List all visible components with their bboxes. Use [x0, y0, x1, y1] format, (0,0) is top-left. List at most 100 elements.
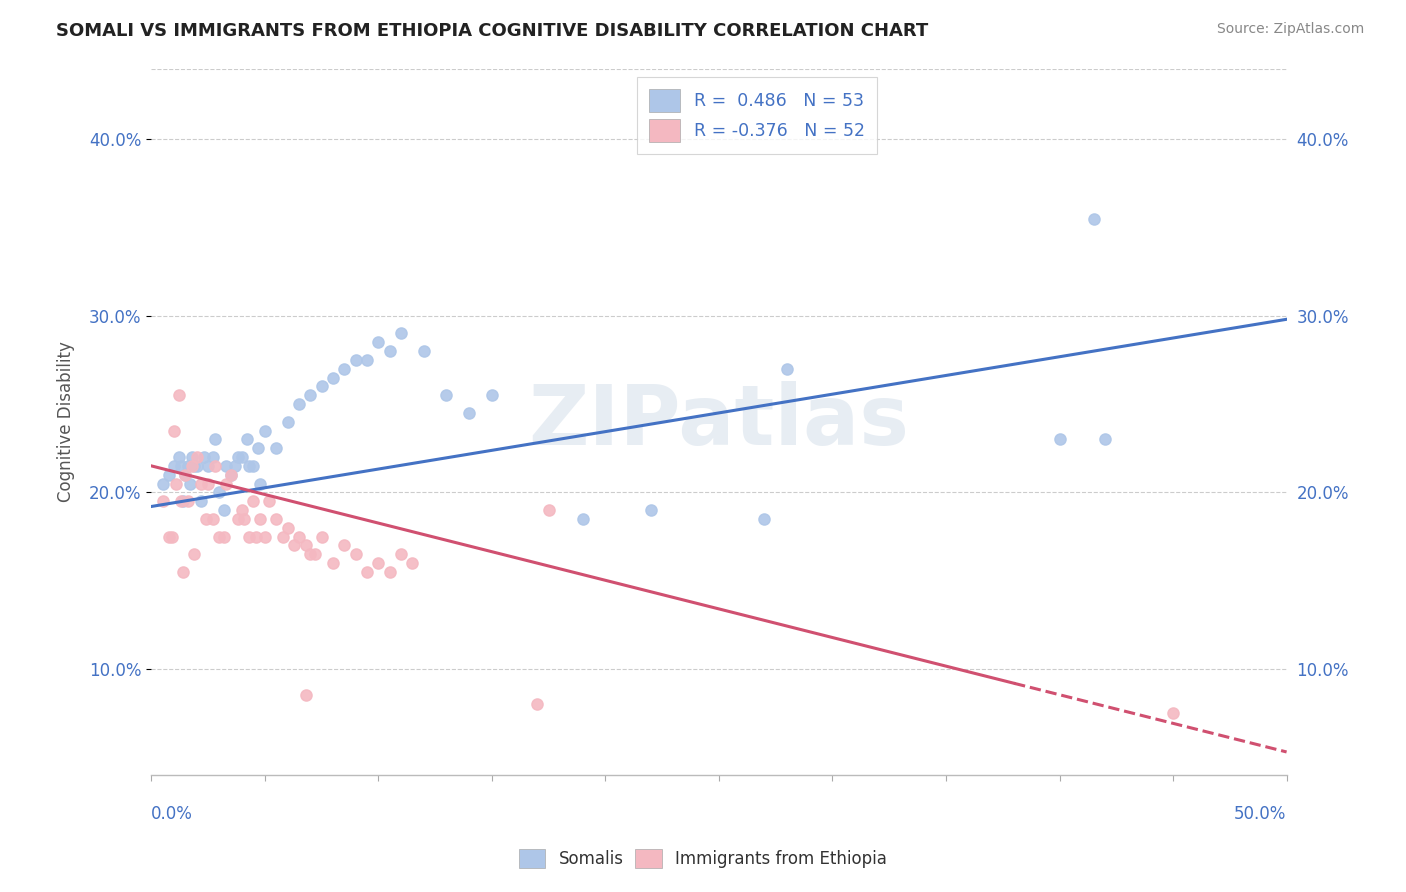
Point	[226, 512, 249, 526]
Point	[165, 476, 187, 491]
Point	[152, 494, 174, 508]
Point	[238, 458, 260, 473]
Point	[344, 352, 367, 367]
Point	[249, 512, 271, 526]
Text: Source: ZipAtlas.com: Source: ZipAtlas.com	[1216, 22, 1364, 37]
Point	[170, 458, 193, 473]
Point	[226, 450, 249, 464]
Point	[1049, 433, 1071, 447]
Point	[288, 529, 311, 543]
Point	[159, 529, 181, 543]
Legend: R =  0.486   N = 53, R = -0.376   N = 52: R = 0.486 N = 53, R = -0.376 N = 52	[637, 78, 877, 154]
Point	[245, 529, 267, 543]
Point	[367, 556, 389, 570]
Point	[238, 529, 260, 543]
Point	[288, 397, 311, 411]
Point	[176, 494, 198, 508]
Point	[174, 467, 197, 482]
Point	[311, 379, 333, 393]
Point	[356, 565, 378, 579]
Point	[219, 467, 242, 482]
Point	[299, 547, 322, 561]
Point	[215, 476, 238, 491]
Point	[212, 529, 235, 543]
Point	[186, 458, 208, 473]
Point	[304, 547, 326, 561]
Point	[481, 388, 503, 402]
Point	[219, 467, 242, 482]
Point	[172, 565, 194, 579]
Point	[224, 458, 246, 473]
Point	[1161, 706, 1184, 720]
Point	[181, 450, 204, 464]
Point	[322, 556, 344, 570]
Point	[389, 326, 412, 341]
Point	[412, 344, 434, 359]
Point	[167, 388, 190, 402]
Point	[204, 458, 226, 473]
Point	[159, 467, 181, 482]
Point	[378, 565, 401, 579]
Point	[1094, 433, 1116, 447]
Point	[537, 503, 560, 517]
Point	[197, 476, 219, 491]
Point	[201, 450, 224, 464]
Point	[526, 698, 548, 712]
Point	[333, 538, 356, 552]
Point	[215, 458, 238, 473]
Point	[208, 485, 231, 500]
Point	[264, 512, 287, 526]
Point	[389, 547, 412, 561]
Point	[183, 458, 205, 473]
Point	[283, 538, 305, 552]
Point	[179, 476, 201, 491]
Point	[174, 467, 197, 482]
Point	[233, 512, 256, 526]
Point	[356, 352, 378, 367]
Text: SOMALI VS IMMIGRANTS FROM ETHIOPIA COGNITIVE DISABILITY CORRELATION CHART: SOMALI VS IMMIGRANTS FROM ETHIOPIA COGNI…	[56, 22, 928, 40]
Point	[231, 503, 253, 517]
Point	[367, 335, 389, 350]
Point	[333, 361, 356, 376]
Point	[401, 556, 423, 570]
Point	[294, 538, 316, 552]
Point	[242, 494, 264, 508]
Point	[242, 458, 264, 473]
Point	[277, 415, 299, 429]
Point	[190, 494, 212, 508]
Point	[253, 424, 276, 438]
Point	[204, 433, 226, 447]
Point	[176, 458, 198, 473]
Point	[194, 512, 217, 526]
Point	[201, 512, 224, 526]
Point	[253, 529, 276, 543]
Point	[571, 512, 593, 526]
Point	[264, 441, 287, 455]
Point	[277, 521, 299, 535]
Point	[247, 441, 270, 455]
Point	[1083, 211, 1105, 226]
Point	[259, 494, 281, 508]
Point	[212, 503, 235, 517]
Point	[170, 494, 193, 508]
Point	[294, 689, 316, 703]
Point	[436, 388, 458, 402]
Text: 50.0%: 50.0%	[1234, 805, 1286, 823]
Point	[378, 344, 401, 359]
Point	[160, 529, 183, 543]
Point	[322, 370, 344, 384]
Point	[249, 476, 271, 491]
Text: 0.0%: 0.0%	[152, 805, 193, 823]
Point	[163, 424, 186, 438]
Y-axis label: Cognitive Disability: Cognitive Disability	[58, 342, 75, 502]
Point	[235, 433, 257, 447]
Point	[190, 476, 212, 491]
Point	[181, 458, 204, 473]
Point	[183, 547, 205, 561]
Legend: Somalis, Immigrants from Ethiopia: Somalis, Immigrants from Ethiopia	[512, 842, 894, 875]
Point	[167, 450, 190, 464]
Point	[197, 458, 219, 473]
Point	[163, 458, 186, 473]
Point	[152, 476, 174, 491]
Point	[193, 450, 215, 464]
